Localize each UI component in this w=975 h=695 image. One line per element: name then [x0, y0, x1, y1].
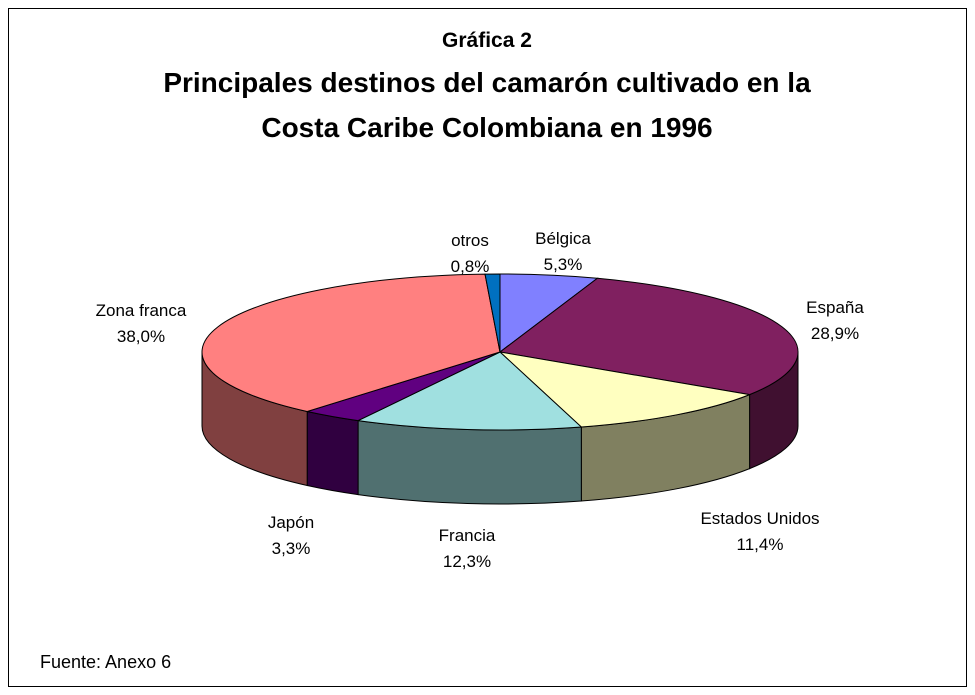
slice-value-label: 11,4%: [737, 535, 784, 554]
slice-label: España: [806, 298, 864, 317]
slice-label: Japón: [268, 513, 314, 532]
slice: [484, 273, 501, 353]
slice: [201, 273, 501, 412]
slice-label: Francia: [439, 526, 496, 545]
slice-side: [357, 420, 582, 505]
chart-heading: Gráfica 2: [442, 29, 532, 52]
slice: [498, 351, 752, 428]
chart-title: Principales destinos del camarón cultiva…: [163, 67, 811, 98]
slice-value-label: 12,3%: [443, 552, 491, 571]
slice: [356, 351, 583, 431]
chart-title: Costa Caribe Colombiana en 1996: [261, 112, 712, 143]
slice: [498, 277, 799, 396]
slice-label: Zona franca: [96, 301, 187, 320]
slice-value-label: 3,3%: [272, 539, 311, 558]
slice-value-label: 0,8%: [451, 257, 490, 276]
slice-value-label: 5,3%: [544, 255, 583, 274]
slice-label: Bélgica: [535, 229, 591, 248]
slice-side: [306, 410, 359, 496]
slice-label: Estados Unidos: [700, 509, 819, 528]
slice-value-label: 38,0%: [117, 327, 165, 346]
slice-value-label: 28,9%: [811, 324, 859, 343]
source-note: Fuente: Anexo 6: [40, 652, 171, 672]
slice-label: otros: [451, 231, 489, 250]
